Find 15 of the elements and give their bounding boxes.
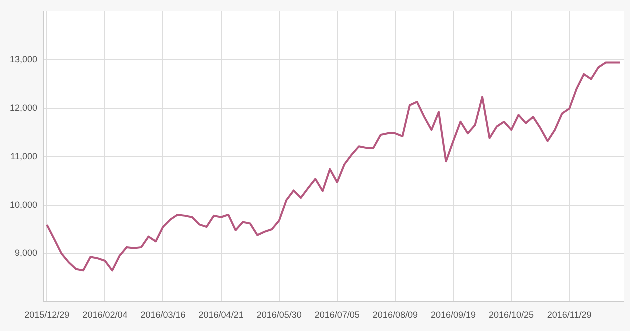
y-tick-label: 12,000 — [10, 102, 38, 113]
x-tick-label: 2016/05/30 — [256, 310, 302, 320]
y-tick-label: 11,000 — [10, 151, 38, 162]
x-tick-label: 2016/07/05 — [314, 310, 360, 320]
x-tick-label: 2016/11/29 — [547, 310, 592, 320]
x-tick-label: 2016/10/25 — [489, 310, 534, 320]
x-tick-label: 2016/03/16 — [140, 310, 186, 320]
x-tick-label: 2016/09/19 — [430, 310, 476, 320]
y-tick-label: 9,000 — [14, 248, 38, 258]
x-tick-label: 2016/08/09 — [372, 310, 418, 320]
y-tick-label: 10,000 — [10, 200, 38, 210]
y-tick-label: 13,000 — [10, 54, 38, 64]
x-tick-label: 2015/12/29 — [24, 310, 70, 320]
x-tick-label: 2016/04/21 — [198, 310, 244, 320]
x-tick-label: 2016/02/04 — [82, 310, 128, 320]
